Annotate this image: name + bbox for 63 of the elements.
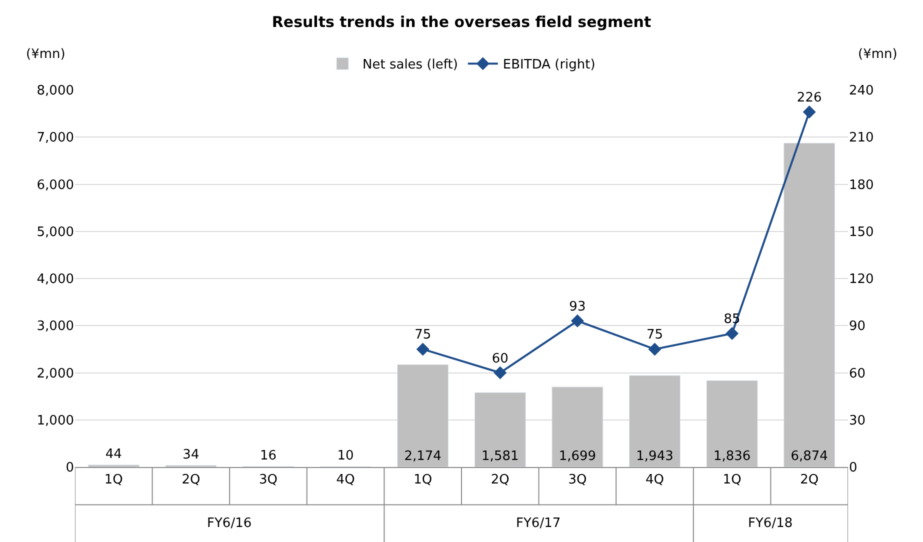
- y-axis-title: (¥mn): [26, 47, 66, 62]
- point: [726, 326, 739, 340]
- x-tick-label: 4Q: [336, 472, 355, 488]
- x-tick-label: 1Q: [414, 472, 432, 488]
- bar: [474, 392, 526, 467]
- y2-tick-label: 90: [849, 319, 866, 334]
- data-label: 1,943: [636, 449, 674, 464]
- text: FY6/18: [748, 516, 793, 531]
- data-label: 6,874: [790, 449, 828, 464]
- y2-tick-label: 210: [849, 130, 874, 146]
- point: [494, 366, 507, 380]
- x-tick-label: 1Q: [104, 472, 123, 488]
- point: [802, 105, 816, 118]
- bar: [628, 375, 681, 467]
- data-label: 60: [492, 351, 508, 366]
- legend-label: EBITDA (right): [502, 58, 596, 73]
- bar: [552, 386, 604, 467]
- data-label: 44: [105, 446, 122, 462]
- y2-tick-label: 60: [849, 366, 866, 382]
- data-label: 10: [337, 448, 354, 464]
- data-label: 16: [260, 448, 277, 464]
- y-tick-label: 0: [66, 460, 74, 476]
- x-tick-label: 2Q: [800, 472, 819, 488]
- data-label: 1,581: [482, 449, 519, 464]
- x-tick-label: 4Q: [645, 472, 664, 488]
- y2-axis-title: (¥mn): [858, 47, 898, 62]
- data-label: 1,699: [558, 449, 596, 464]
- y-tick-label: 3,000: [36, 319, 74, 334]
- x-tick-label: 3Q: [568, 472, 587, 488]
- text: FY6/17: [516, 516, 561, 531]
- x-tick-label: 1Q: [722, 472, 742, 488]
- data-label: 2,174: [404, 449, 442, 464]
- data-label: 226: [796, 90, 822, 106]
- data-label: 93: [569, 299, 586, 314]
- y2-tick-label: 120: [849, 272, 874, 288]
- data-label: 1,836: [713, 449, 751, 464]
- point: [648, 342, 662, 356]
- chart-title: Results trends in the overseas field segment: [272, 12, 652, 31]
- x-tick-label: 2Q: [182, 472, 200, 488]
- bar: [784, 142, 836, 467]
- y-tick-label: 7,000: [36, 130, 74, 146]
- text: FY6/16: [207, 516, 252, 531]
- legend-label: Net sales (left): [362, 58, 458, 73]
- y-tick-label: 1,000: [36, 413, 74, 428]
- y-tick-label: 4,000: [36, 272, 74, 288]
- y2-tick-label: 180: [849, 178, 874, 193]
- data-label: 34: [182, 447, 200, 462]
- y2-tick-label: 30: [849, 413, 866, 428]
- y2-tick-label: 150: [849, 224, 874, 240]
- point: [570, 314, 584, 328]
- data-label: 75: [646, 328, 664, 343]
- y-tick-label: 5,000: [36, 224, 74, 240]
- x-tick-label: 2Q: [490, 472, 510, 488]
- x-tick-label: 3Q: [258, 472, 278, 488]
- data-label: 75: [414, 328, 432, 343]
- y-tick-label: 6,000: [36, 178, 74, 193]
- point: [416, 342, 430, 356]
- y2-tick-label: 240: [849, 84, 874, 99]
- y-tick-label: 8,000: [36, 84, 74, 99]
- y2-tick-label: 0: [849, 460, 858, 476]
- bar: [397, 364, 449, 467]
- y-tick-label: 2,000: [36, 366, 74, 382]
- bar: [706, 380, 758, 467]
